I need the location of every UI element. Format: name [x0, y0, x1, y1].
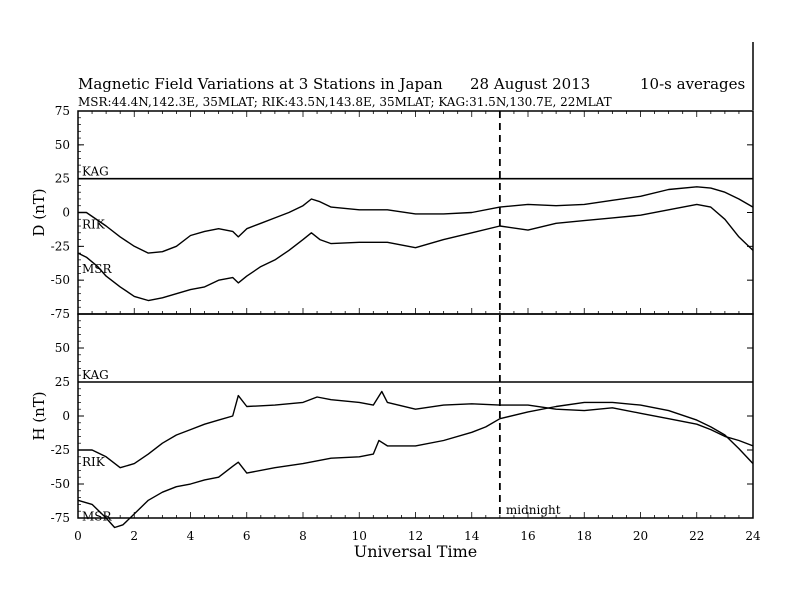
x-tick-label: 14	[464, 529, 480, 543]
midnight-marker: midnight	[498, 111, 561, 518]
x-axis-label: Universal Time	[354, 542, 477, 561]
series-msr-d	[77, 203, 754, 302]
series-label-msr: MSR	[82, 262, 113, 276]
y-tick-label: 0	[62, 206, 70, 220]
chart-averaging: 10-s averages	[640, 75, 745, 93]
y-tick-label: 25	[55, 172, 70, 186]
x-tick-label: 18	[577, 529, 592, 543]
series-label-msr: MSR	[82, 509, 113, 523]
x-tick-label: 16	[520, 529, 535, 543]
series-label-kag: KAG	[82, 165, 109, 179]
x-tick-label: 12	[408, 529, 423, 543]
series-rik-d	[78, 186, 754, 254]
x-tick-label: 22	[689, 529, 704, 543]
x-tick-label: 24	[745, 529, 761, 543]
y-axis-label: D (nT)	[30, 188, 48, 236]
y-tick-label: -25	[51, 443, 70, 457]
x-tick-label: 0	[74, 529, 82, 543]
chart-title: Magnetic Field Variations at 3 Stations …	[78, 75, 443, 93]
y-tick-label: -75	[51, 307, 70, 321]
series-msr-h	[77, 401, 754, 529]
x-tick-label: 20	[633, 529, 648, 543]
series-label-kag: KAG	[82, 368, 109, 382]
y-tick-label: 75	[55, 104, 70, 118]
panel-h: 50 25 0 -25 -50 -75 H (nT) KAG RIK MSR	[30, 313, 754, 529]
chart-date: 28 August 2013	[470, 75, 590, 93]
x-tick-label: 6	[243, 529, 251, 543]
y-tick-label: -25	[51, 239, 70, 253]
y-axis-label: H (nT)	[30, 391, 48, 440]
y-tick-label: -50	[51, 477, 70, 491]
x-tick-label: 10	[352, 529, 367, 543]
y-tick-label: -75	[51, 511, 70, 525]
y-tick-label: 25	[55, 375, 70, 389]
midnight-label: midnight	[506, 503, 561, 517]
panel-d: 75 50 25 0 -25 -50 -75 D (nT) KAG RIK MSR	[30, 104, 754, 321]
y-tick-label: 50	[55, 138, 70, 152]
series-label-rik: RIK	[82, 218, 106, 232]
y-tick-label: 0	[62, 409, 70, 423]
station-info: MSR:44.4N,142.3E, 35MLAT; RIK:43.5N,143.…	[78, 95, 612, 109]
series-rik-h	[78, 390, 754, 469]
series-label-rik: RIK	[82, 455, 106, 469]
x-tick-label: 8	[299, 529, 307, 543]
y-tick-label: 50	[55, 341, 70, 355]
y-tick-label: -50	[51, 273, 70, 287]
x-tick-label: 4	[187, 529, 195, 543]
x-tick-label: 2	[130, 529, 138, 543]
